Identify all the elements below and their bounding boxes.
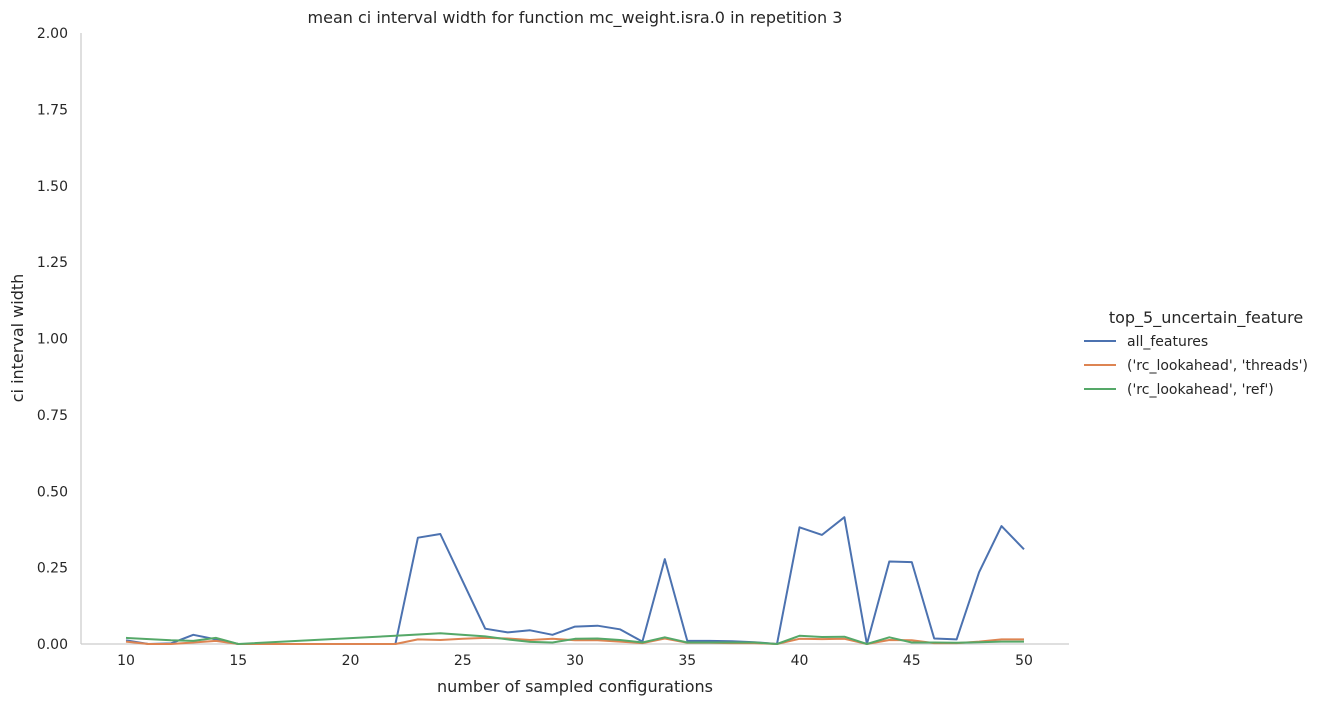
legend-entry: all_features bbox=[1127, 334, 1208, 350]
x-tick-label: 30 bbox=[566, 653, 584, 669]
x-tick-label: 45 bbox=[903, 653, 921, 669]
y-tick-label: 0.00 bbox=[37, 637, 68, 653]
y-axis-label: ci interval width bbox=[8, 274, 27, 403]
legend: top_5_uncertain_feature all_features ('rc… bbox=[1084, 308, 1308, 398]
legend-title: top_5_uncertain_feature bbox=[1109, 308, 1303, 328]
plot-lines bbox=[125, 516, 1025, 645]
x-tick-label: 35 bbox=[678, 653, 696, 669]
y-tick-label: 0.25 bbox=[37, 561, 68, 577]
y-tick-label: 0.75 bbox=[37, 408, 68, 424]
x-tick-label: 15 bbox=[229, 653, 247, 669]
x-axis-label: number of sampled configurations bbox=[437, 677, 713, 696]
series-line-0 bbox=[125, 516, 1025, 645]
y-tick-label: 1.50 bbox=[37, 179, 68, 195]
legend-entry: ('rc_lookahead', 'threads') bbox=[1127, 358, 1308, 374]
series-line-2 bbox=[125, 632, 1024, 645]
x-tick-label: 20 bbox=[342, 653, 360, 669]
y-tick-label: 0.50 bbox=[37, 484, 68, 500]
legend-entry: ('rc_lookahead', 'ref') bbox=[1127, 382, 1274, 398]
x-tick-label: 40 bbox=[791, 653, 809, 669]
x-tick-label: 25 bbox=[454, 653, 472, 669]
x-tick-label: 50 bbox=[1015, 653, 1033, 669]
y-tick-label: 1.75 bbox=[37, 102, 68, 118]
y-tick-label: 1.00 bbox=[37, 332, 68, 348]
x-tick-label: 10 bbox=[117, 653, 135, 669]
chart-title: mean ci interval width for function mc_w… bbox=[308, 8, 843, 28]
y-tick-label: 1.25 bbox=[37, 255, 68, 271]
y-tick-label: 2.00 bbox=[37, 26, 68, 42]
